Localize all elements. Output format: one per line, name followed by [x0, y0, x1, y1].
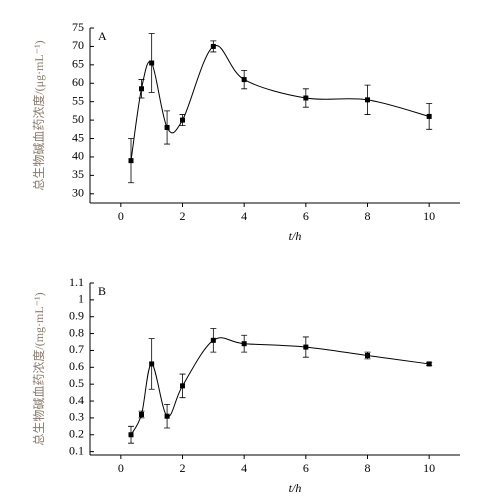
- marker: [128, 158, 134, 164]
- y-tick-label: 60: [72, 75, 84, 89]
- x-tick-label: 6: [303, 209, 309, 223]
- marker: [426, 361, 432, 367]
- marker: [138, 86, 144, 92]
- marker: [164, 124, 170, 130]
- marker: [303, 95, 309, 101]
- x-tick-label: 10: [423, 461, 435, 475]
- y-tick-label: 0.3: [69, 410, 84, 424]
- marker: [303, 344, 309, 350]
- panel-label: B: [98, 284, 106, 298]
- marker: [241, 77, 247, 83]
- x-tick-label: 6: [303, 461, 309, 475]
- x-tick-label: 0: [118, 209, 124, 223]
- marker: [365, 353, 370, 359]
- marker: [210, 43, 216, 49]
- y-tick-label: 65: [72, 57, 84, 71]
- y-tick-label: 30: [72, 186, 84, 200]
- y-tick-label: 0.8: [69, 325, 84, 339]
- marker: [138, 412, 144, 418]
- y-axis-label: 总生物碱血药浓度/(μg·mL⁻¹): [31, 40, 46, 190]
- x-tick-label: 2: [180, 461, 186, 475]
- y-tick-label: 50: [72, 112, 84, 126]
- x-tick-label: 2: [180, 209, 186, 223]
- y-tick-label: 45: [72, 130, 84, 144]
- x-tick-label: 4: [241, 461, 247, 475]
- marker: [149, 60, 155, 66]
- y-axis-label: 总生物碱血药浓度/(mg·mL⁻¹): [31, 292, 46, 445]
- x-axis-label: t/h: [289, 481, 302, 495]
- y-tick-label: 70: [72, 38, 84, 52]
- y-tick-label: 0.4: [69, 393, 84, 407]
- x-tick-label: 10: [423, 209, 435, 223]
- marker: [210, 337, 216, 343]
- y-tick-label: 40: [72, 149, 84, 163]
- y-tick-label: 0.5: [69, 376, 84, 390]
- x-tick-label: 0: [118, 461, 124, 475]
- marker: [128, 432, 134, 438]
- x-tick-label: 4: [241, 209, 247, 223]
- x-axis-label: t/h: [289, 229, 302, 243]
- marker: [180, 117, 185, 123]
- marker: [426, 113, 432, 119]
- x-tick-label: 8: [365, 209, 371, 223]
- marker: [180, 383, 185, 389]
- marker: [149, 361, 155, 367]
- y-tick-label: 0.2: [69, 427, 84, 441]
- marker: [164, 413, 170, 419]
- x-tick-label: 8: [365, 461, 371, 475]
- marker: [365, 97, 370, 103]
- y-tick-label: 75: [72, 20, 84, 34]
- curve: [130, 45, 430, 161]
- y-tick-label: 1: [78, 292, 84, 306]
- marker: [241, 341, 247, 347]
- y-tick-label: 0.7: [69, 342, 84, 356]
- y-tick-label: 55: [72, 93, 84, 107]
- y-tick-label: 0.9: [69, 308, 84, 322]
- y-tick-label: 0.6: [69, 359, 84, 373]
- y-tick-label: 1.1: [69, 275, 84, 289]
- panel-label: A: [98, 29, 107, 43]
- y-tick-label: 0.1: [69, 443, 84, 457]
- curve: [130, 337, 430, 436]
- y-tick-label: 35: [72, 167, 84, 181]
